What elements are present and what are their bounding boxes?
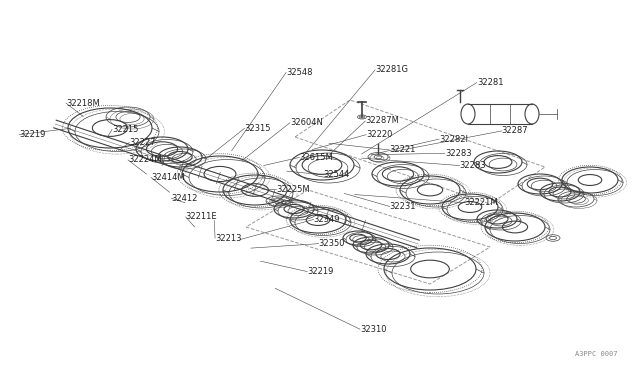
Text: 32412: 32412 xyxy=(172,194,198,203)
Text: 32310: 32310 xyxy=(360,325,387,334)
Text: 32548: 32548 xyxy=(286,68,312,77)
Text: 32315: 32315 xyxy=(244,124,271,133)
Text: 32283: 32283 xyxy=(445,149,472,158)
Text: 32220: 32220 xyxy=(366,130,392,139)
Text: 32221: 32221 xyxy=(389,145,415,154)
Text: 32287: 32287 xyxy=(502,126,529,135)
Text: 32615M: 32615M xyxy=(300,153,333,162)
Text: 32213: 32213 xyxy=(215,234,241,243)
Text: 32219: 32219 xyxy=(307,267,333,276)
Text: 32227: 32227 xyxy=(129,138,156,147)
Text: 32218M: 32218M xyxy=(66,99,100,108)
Text: 32604N: 32604N xyxy=(290,118,323,127)
Text: 32282I: 32282I xyxy=(439,135,468,144)
Text: 32215: 32215 xyxy=(112,125,138,134)
Text: 32221M: 32221M xyxy=(465,198,499,207)
Text: 32349: 32349 xyxy=(314,215,340,224)
Text: 32281G: 32281G xyxy=(375,65,408,74)
Text: 32287M: 32287M xyxy=(365,116,399,125)
Text: 32544: 32544 xyxy=(323,170,349,179)
Text: 32219: 32219 xyxy=(19,130,45,139)
Text: 32211E: 32211E xyxy=(186,212,217,221)
Text: 32350: 32350 xyxy=(319,239,345,248)
Text: 32283: 32283 xyxy=(460,161,486,170)
Text: 32231: 32231 xyxy=(390,202,416,211)
Text: 32225M: 32225M xyxy=(276,185,310,194)
Text: A3PPC 0007: A3PPC 0007 xyxy=(575,351,618,357)
Text: 32281: 32281 xyxy=(477,78,503,87)
Text: 32224M: 32224M xyxy=(128,155,162,164)
Text: 32414M: 32414M xyxy=(151,173,185,182)
